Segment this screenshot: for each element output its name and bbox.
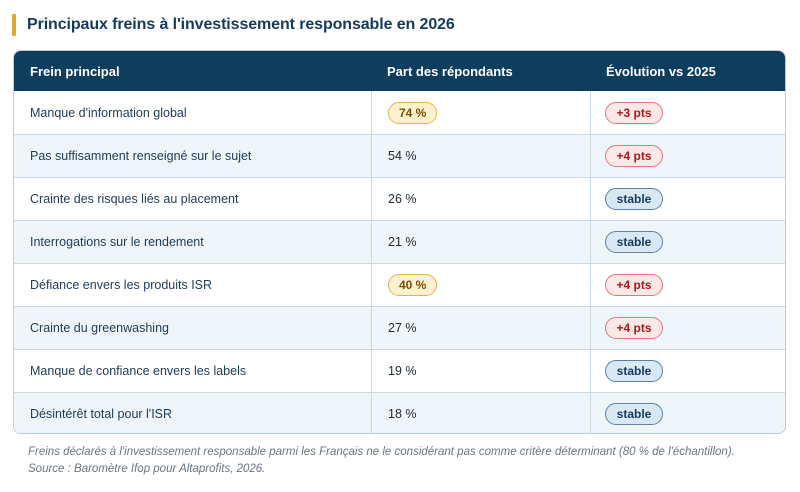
table-row: Crainte des risques liés au placement 26 … xyxy=(14,177,785,220)
part-value: 18 % xyxy=(388,407,417,421)
evolution-up-badge: +4 pts xyxy=(605,145,663,167)
evolution-stable-badge: stable xyxy=(605,231,663,253)
table-row: Pas suffisamment renseigné sur le sujet 5… xyxy=(14,134,785,177)
cell-frein: Défiance envers les produits ISR xyxy=(30,278,213,292)
part-value: 26 % xyxy=(388,192,417,206)
cell-frein: Crainte des risques liés au placement xyxy=(30,192,239,206)
table-row: Manque d'information global 74 % +3 pts xyxy=(14,91,785,134)
part-highlight-pill: 40 % xyxy=(388,274,438,296)
column-header-frein: Frein principal xyxy=(30,63,120,79)
cell-part: 40 % xyxy=(371,264,590,306)
cell-part: 21 % xyxy=(371,221,590,263)
cell-part: 54 % xyxy=(371,135,590,177)
cell-frein: Désintérêt total pour l'ISR xyxy=(30,407,173,421)
part-value: 21 % xyxy=(388,235,417,249)
page-title: Principaux freins à l'investissement res… xyxy=(27,16,455,33)
column-header-evolution: Évolution vs 2025 xyxy=(606,63,716,79)
table-row: Manque de confiance envers les labels 19 … xyxy=(14,349,785,392)
table-row: Défiance envers les produits ISR 40 % +4 p… xyxy=(14,263,785,306)
table-body: Manque d'information global 74 % +3 pts Pas… xyxy=(14,91,785,433)
table-header: Frein principal Part des répondants Évol… xyxy=(14,51,785,91)
part-value: 27 % xyxy=(388,321,417,335)
evolution-stable-badge: stable xyxy=(605,360,663,382)
table-row: Interrogations sur le rendement 21 % stabl… xyxy=(14,220,785,263)
cell-part: 27 % xyxy=(371,307,590,349)
data-table: Frein principal Part des répondants Évol… xyxy=(13,50,786,434)
table-row: Désintérêt total pour l'ISR 18 % stable xyxy=(14,392,785,433)
cell-evolution: +4 pts xyxy=(590,135,785,177)
evolution-up-badge: +4 pts xyxy=(605,274,663,296)
title-block: Principaux freins à l'investissement res… xyxy=(12,14,455,36)
evolution-up-badge: +3 pts xyxy=(605,101,663,124)
cell-evolution: stable xyxy=(590,393,785,433)
evolution-stable-badge: stable xyxy=(605,403,663,425)
cell-evolution: +3 pts xyxy=(590,91,785,134)
title-accent-bar xyxy=(12,14,16,36)
cell-frein: Interrogations sur le rendement xyxy=(30,235,204,249)
footnote-description: Freins déclarés à l'investissement respo… xyxy=(28,446,735,458)
cell-evolution: +4 pts xyxy=(590,307,785,349)
cell-frein: Pas suffisamment renseigné sur le sujet xyxy=(30,149,252,163)
cell-evolution: stable xyxy=(590,221,785,263)
cell-evolution: stable xyxy=(590,178,785,220)
cell-frein: Manque de confiance envers les labels xyxy=(30,364,247,378)
cell-part: 19 % xyxy=(371,350,590,392)
footnote: Freins déclarés à l'investissement respo… xyxy=(28,444,778,478)
footnote-source: Source : Baromètre Ifop pour Altaprofits… xyxy=(28,463,266,475)
cell-part: 18 % xyxy=(371,393,590,433)
part-highlight-pill: 74 % xyxy=(388,101,438,124)
column-header-part: Part des répondants xyxy=(387,63,513,79)
cell-part: 74 % xyxy=(371,91,590,134)
cell-part: 26 % xyxy=(371,178,590,220)
evolution-stable-badge: stable xyxy=(605,188,663,210)
cell-frein: Crainte du greenwashing xyxy=(30,321,169,335)
cell-evolution: +4 pts xyxy=(590,264,785,306)
evolution-up-badge: +4 pts xyxy=(605,317,663,339)
cell-evolution: stable xyxy=(590,350,785,392)
part-value: 19 % xyxy=(388,364,417,378)
part-value: 54 % xyxy=(388,149,417,163)
table-row: Crainte du greenwashing 27 % +4 pts xyxy=(14,306,785,349)
cell-frein: Manque d'information global xyxy=(30,105,187,120)
